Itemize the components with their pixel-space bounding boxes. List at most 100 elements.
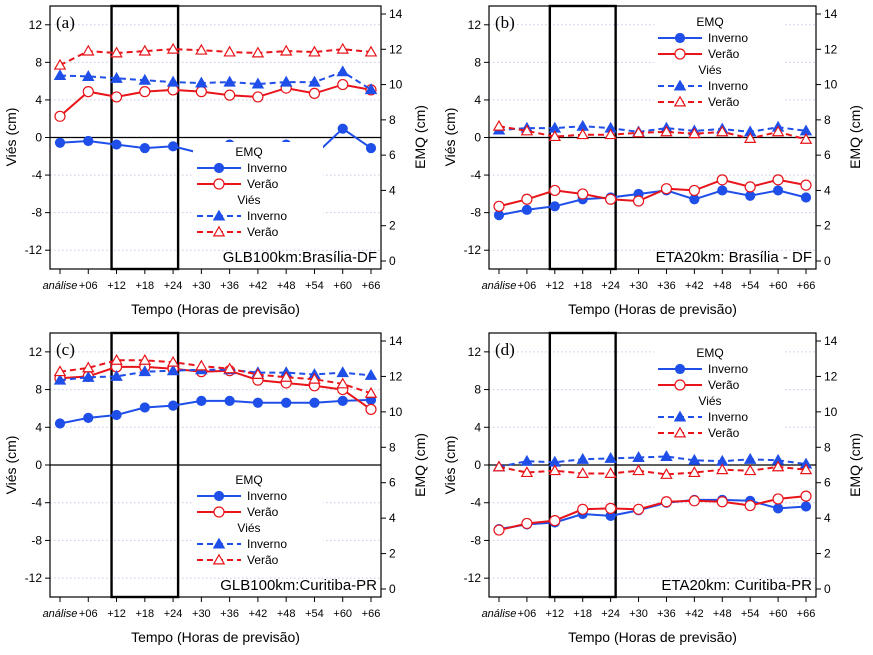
data-point (576, 128, 589, 140)
x-tick-label: +42 (685, 280, 704, 292)
data-point (138, 44, 152, 56)
series-line-viés-verao (498, 465, 807, 476)
y-left-tick-label: -4 (31, 168, 42, 182)
data-point (743, 452, 757, 464)
legend-item-label: Inverno (247, 161, 287, 175)
legend-header: EMQ (235, 145, 262, 159)
legend-item-label: Inverno (708, 362, 748, 376)
y-left-tick-label: -12 (464, 571, 482, 585)
x-tick-label: análise (482, 608, 517, 620)
legend-header: Viés (698, 63, 721, 77)
data-point (139, 142, 150, 154)
y-left-tick-label: -12 (25, 243, 43, 257)
legend-swatch-marker (212, 209, 226, 221)
y-right-tick-label: 12 (389, 369, 403, 383)
x-tick-label: análise (482, 280, 517, 292)
panel-title: ETA20km: Curitiba-PR (661, 577, 812, 594)
y-right-tick-label: 12 (824, 42, 838, 56)
x-tick-label: +36 (657, 608, 676, 620)
x-tick-label: +48 (713, 280, 732, 292)
x-tick-label: +60 (769, 608, 788, 620)
x-tick-label: +42 (685, 608, 704, 620)
data-point (632, 464, 645, 476)
y-left-tick-label: 4 (474, 93, 481, 107)
y-right-tick-label: 2 (389, 219, 396, 233)
x-tick-label: +24 (601, 280, 620, 292)
data-point (365, 142, 377, 154)
x-tick-label: +24 (164, 280, 183, 292)
legend-item-label: Verão (708, 95, 740, 109)
y-right-tick-label: 0 (824, 254, 831, 268)
data-point (336, 42, 349, 54)
data-point (223, 45, 236, 57)
y-left-tick-label: -8 (470, 206, 481, 220)
y-right-tick-label: 6 (824, 476, 831, 490)
highlight-box (110, 331, 180, 599)
data-point (688, 184, 700, 197)
data-point (337, 123, 348, 134)
y-left-tick-label: -8 (31, 206, 42, 220)
data-point (800, 501, 812, 512)
data-point (82, 361, 95, 373)
x-tick-label: +30 (192, 280, 211, 292)
data-point (688, 453, 701, 465)
panel-label: (a) (56, 13, 75, 32)
legend-swatch-marker (674, 48, 686, 60)
data-point (83, 135, 94, 147)
x-tick-label: +60 (769, 280, 788, 292)
y-right-tick-label: 8 (389, 440, 396, 454)
legend-item-label: Inverno (247, 537, 287, 551)
data-point (166, 75, 180, 87)
data-point (716, 496, 728, 508)
legend-item-label: Inverno (247, 209, 287, 223)
data-point (520, 454, 534, 466)
legend-header: Viés (698, 394, 721, 408)
series-line-emq-verao (59, 83, 372, 118)
y-left-tick-label: 4 (474, 420, 481, 434)
y-right-tick-label: 0 (389, 254, 396, 268)
chart-panel-b: -12 -8 -4 0 4 8 12 0 2 4 6 8 10 12 14 análise +06 +12 +18 +… (442, 4, 863, 317)
x-tick-label: +36 (220, 608, 239, 620)
y-right-tick-label: 6 (824, 148, 831, 162)
series-line-viés-verao (59, 359, 372, 395)
data-point (688, 495, 700, 507)
x-tick-label: +12 (545, 608, 564, 620)
y-right-tick-label: 14 (824, 7, 838, 21)
x-tick-label: +06 (518, 280, 537, 292)
data-point (251, 46, 265, 58)
data-point (548, 130, 562, 142)
data-point (660, 183, 673, 195)
legend: EMQ Inverno Verão Viés Inverno Verão (654, 12, 784, 114)
data-point (771, 460, 785, 472)
data-point (223, 362, 236, 374)
data-point (82, 370, 95, 382)
x-tick-label: +60 (333, 608, 352, 620)
data-point (54, 110, 66, 122)
x-tick-label: +36 (220, 280, 239, 292)
series-line-viés-inverno (498, 125, 807, 133)
y-right-tick-label: 10 (389, 78, 403, 92)
data-point (521, 204, 533, 215)
series-line-emq-inverno (498, 498, 807, 531)
data-point (772, 174, 784, 186)
series-line-viés-verao (59, 48, 372, 67)
data-point (53, 58, 67, 70)
x-tick-label: +54 (305, 280, 324, 292)
data-point (800, 192, 812, 203)
data-point (743, 464, 757, 476)
data-point (166, 364, 180, 376)
data-point (111, 409, 122, 421)
legend-header: Viés (237, 521, 260, 535)
data-point (605, 193, 617, 205)
y-left-axis-label: Viés (cm) (3, 108, 19, 167)
y-left-tick-label: 8 (35, 55, 42, 69)
legend-header: EMQ (235, 473, 262, 487)
panel-title: GLB100km:Brasília-DF (223, 249, 377, 266)
data-point (252, 91, 264, 103)
data-point (336, 366, 349, 378)
data-point (772, 185, 784, 196)
data-point (548, 464, 562, 476)
data-point (688, 127, 701, 139)
legend-swatch-marker (212, 225, 226, 237)
